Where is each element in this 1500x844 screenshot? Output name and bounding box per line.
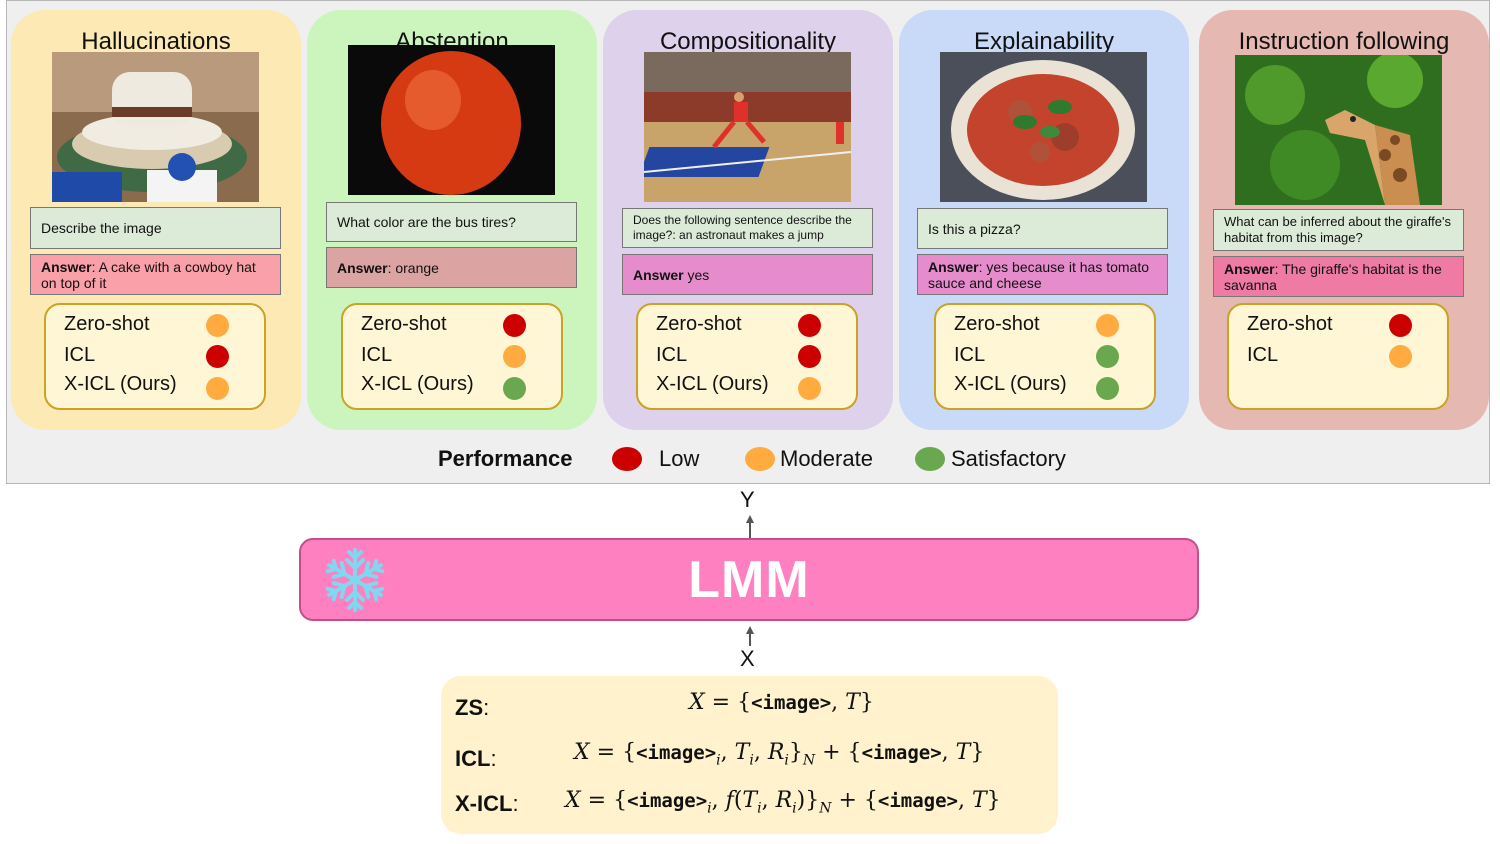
- method-label: ICL: [656, 344, 688, 366]
- question-box: What can be inferred about the giraffe's…: [1213, 209, 1464, 251]
- xicl-formula: X = {<image>i, f(Ti, Ri)}N + {<image>, T…: [565, 788, 1001, 817]
- answer-text: : The giraffe's habitat is the savanna: [1224, 260, 1442, 293]
- answer-box: Answer: The giraffe's habitat is the sav…: [1213, 256, 1464, 297]
- performance-dot-low: [798, 345, 821, 368]
- output-y-label: Y: [740, 487, 755, 512]
- legend-dot-moderate: [745, 447, 775, 471]
- method-label: X-ICL (Ours): [656, 373, 769, 395]
- card-title: Compositionality: [659, 28, 837, 55]
- legend-label-satisfactory: Satisfactory: [951, 446, 1066, 471]
- answer-text: : A cake with a cowboy hat on top of it: [41, 258, 256, 291]
- lmm-label: LMM: [688, 550, 810, 609]
- lmm-model-block: LMM: [299, 538, 1199, 621]
- performance-dot-low: [206, 345, 229, 368]
- performance-dot-moderate: [1096, 314, 1119, 337]
- card-title: Explainability: [973, 28, 1115, 55]
- question-box: Does the following sentence describe the…: [622, 208, 873, 248]
- orange-fruit-photo: [348, 45, 555, 195]
- card-title: Hallucinations: [81, 28, 231, 55]
- output-arrowhead: [746, 515, 754, 523]
- method-label: Zero-shot: [656, 313, 742, 335]
- answer-text: : orange: [387, 259, 439, 276]
- legend-dot-low: [612, 447, 642, 471]
- method-label: X-ICL (Ours): [64, 373, 177, 395]
- performance-dot-moderate: [1389, 345, 1412, 368]
- input-arrowhead: [746, 626, 754, 634]
- icl-row-label: ICL:: [455, 746, 497, 771]
- performance-dot-low: [798, 314, 821, 337]
- answer-box: Answer yes: [622, 254, 873, 295]
- performance-box: Zero-shot ICL X-ICL (Ours): [341, 303, 563, 410]
- method-label: X-ICL (Ours): [954, 373, 1067, 395]
- input-x-label: X: [740, 646, 755, 671]
- method-label: Zero-shot: [64, 313, 150, 335]
- giraffe-photo: [1235, 55, 1442, 205]
- method-label: Zero-shot: [954, 313, 1040, 335]
- zs-formula: X = {<image>, T}: [689, 690, 874, 715]
- pizza-photo: [940, 52, 1147, 202]
- legend-title: Performance: [438, 446, 573, 471]
- method-label: Zero-shot: [361, 313, 447, 335]
- answer-box: Answer: A cake with a cowboy hat on top …: [30, 254, 281, 295]
- input-formulation-box: ZS: X = {<image>, T} ICL: X = {<image>i,…: [441, 676, 1058, 834]
- question-box: Is this a pizza?: [917, 208, 1168, 249]
- performance-dot-moderate: [206, 314, 229, 337]
- answer-text: yes: [683, 266, 710, 283]
- card-title: Instruction following: [1238, 28, 1450, 55]
- method-label: ICL: [64, 344, 96, 366]
- performance-dot-moderate: [206, 377, 229, 400]
- legend-label-low: Low: [659, 446, 700, 471]
- question-box: What color are the bus tires?: [326, 202, 577, 242]
- legend-dot-satisfactory: [915, 447, 945, 471]
- xicl-row-label: X-ICL:: [455, 791, 519, 816]
- method-label: Zero-shot: [1247, 313, 1333, 335]
- performance-dot-satisfactory: [1096, 345, 1119, 368]
- performance-box: Zero-shot ICL X-ICL (Ours): [636, 303, 858, 410]
- method-label: ICL: [954, 344, 986, 366]
- icl-formula: X = {<image>i, Ti, Ri}N + {<image>, T}: [574, 740, 985, 769]
- method-label: X-ICL (Ours): [361, 373, 474, 395]
- basketball-jump-photo: [644, 52, 851, 202]
- question-box: Describe the image: [30, 207, 281, 249]
- answer-label: Answer: [1224, 260, 1275, 277]
- output-arrow: [749, 522, 751, 538]
- performance-dot-satisfactory: [1096, 377, 1119, 400]
- performance-box: Zero-shot ICL: [1227, 303, 1449, 410]
- performance-dot-satisfactory: [503, 377, 526, 400]
- snowflake-icon: [319, 544, 391, 616]
- performance-legend: Performance Low Moderate Satisfactory: [0, 444, 1500, 474]
- method-label: ICL: [361, 344, 393, 366]
- answer-box: Answer: yes because it has tomato sauce …: [917, 254, 1168, 295]
- performance-dot-low: [503, 314, 526, 337]
- performance-box: Zero-shot ICL X-ICL (Ours): [934, 303, 1156, 410]
- cowboy-hat-cake-photo: [52, 52, 259, 202]
- answer-label: Answer: [337, 259, 388, 276]
- answer-box: Answer: orange: [326, 247, 577, 288]
- performance-dot-moderate: [798, 377, 821, 400]
- performance-dot-moderate: [503, 345, 526, 368]
- answer-text: : yes because it has tomato sauce and ch…: [928, 258, 1150, 291]
- performance-dot-low: [1389, 314, 1412, 337]
- zs-row-label: ZS:: [455, 695, 490, 720]
- answer-label: Answer: [928, 258, 979, 275]
- method-label: ICL: [1247, 344, 1279, 366]
- answer-label: Answer: [41, 258, 92, 275]
- answer-label: Answer: [633, 266, 684, 283]
- input-arrow: [749, 632, 751, 646]
- legend-label-moderate: Moderate: [780, 446, 873, 471]
- performance-box: Zero-shot ICL X-ICL (Ours): [44, 303, 266, 410]
